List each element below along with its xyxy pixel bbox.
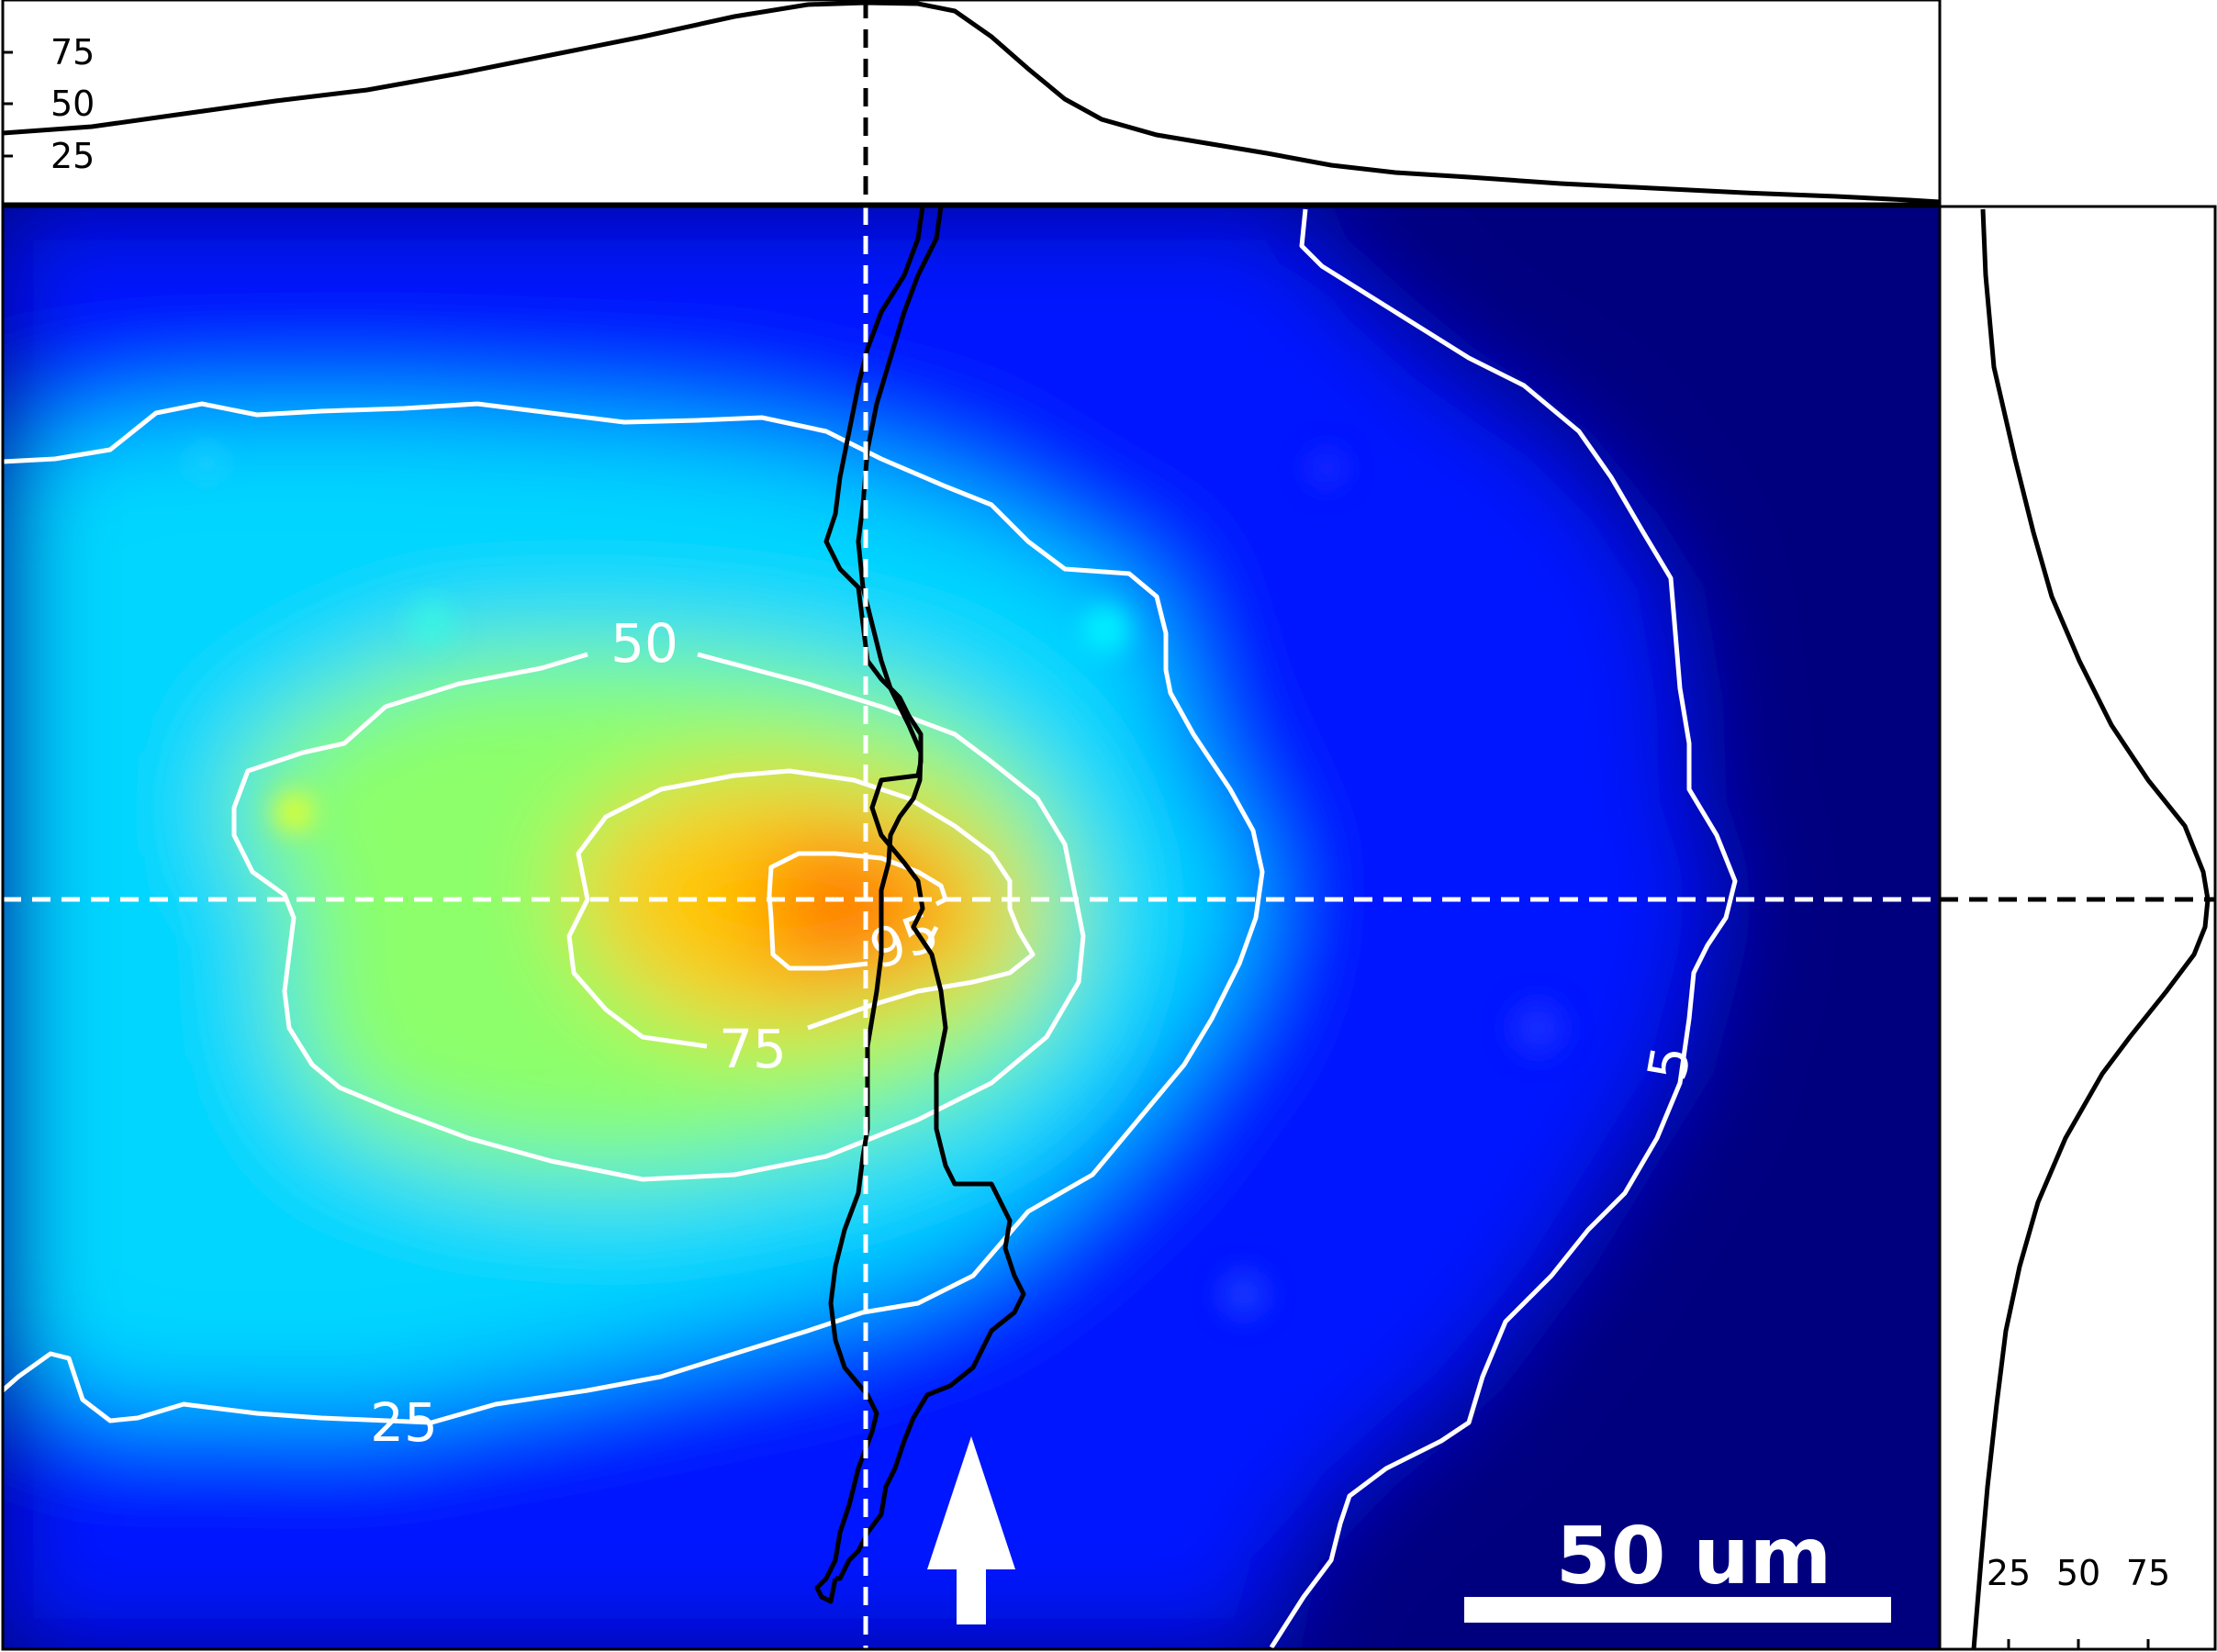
right-tick-label-75: 75 bbox=[2126, 1553, 2170, 1593]
hotspot bbox=[1220, 1270, 1268, 1318]
right-tick-label-50: 50 bbox=[2056, 1553, 2100, 1593]
hotspot bbox=[1510, 1000, 1565, 1055]
right-profile-panel: 25 50 75 bbox=[1938, 205, 2217, 1651]
top-profile-curve bbox=[2, 0, 1941, 205]
hotspot bbox=[186, 443, 227, 484]
scale-bar-line bbox=[1464, 1597, 1891, 1623]
up-arrow-icon bbox=[927, 1436, 1015, 1624]
top-profile-y-axis: 75 50 25 bbox=[3, 32, 95, 176]
up-arrow-head bbox=[927, 1436, 1015, 1569]
top-tick-label-25: 25 bbox=[50, 136, 95, 176]
hotspot bbox=[1306, 448, 1347, 488]
right-profile-frame bbox=[1938, 205, 2217, 1651]
contour-lines bbox=[3, 208, 1738, 1649]
contour-75 bbox=[566, 768, 1036, 1049]
hotspots bbox=[186, 443, 1565, 1318]
right-tick-label-25: 25 bbox=[1987, 1553, 2031, 1593]
hotspot bbox=[408, 600, 455, 648]
boundary-outlines bbox=[814, 206, 1026, 1604]
heatmap-panel: 50 75 95 25 5 50 um bbox=[3, 206, 1940, 1649]
top-tick-label-50: 50 bbox=[50, 84, 95, 124]
top-profile-panel: 75 50 25 bbox=[1, 0, 1942, 206]
up-arrow-shaft bbox=[957, 1565, 986, 1624]
contour-5 bbox=[1269, 208, 1738, 1649]
contour-label-75: 75 bbox=[719, 1018, 787, 1080]
right-profile-x-axis: 25 50 75 bbox=[1987, 1553, 2170, 1649]
contour-label-50: 50 bbox=[610, 612, 678, 675]
contour-label-25: 25 bbox=[370, 1391, 438, 1454]
top-profile-frame bbox=[1, 0, 1942, 206]
contour-25 bbox=[3, 401, 1265, 1425]
hotspot bbox=[274, 792, 314, 832]
scale-bar-label: 50 um bbox=[1556, 1511, 1831, 1602]
boundary-outline bbox=[823, 206, 1026, 1581]
scale-bar: 50 um bbox=[1464, 1511, 1891, 1623]
contour-95 bbox=[767, 851, 948, 971]
heat-level-95 bbox=[767, 854, 946, 964]
right-profile-curve bbox=[1971, 208, 2211, 1650]
boundary-outline bbox=[814, 206, 944, 1604]
hotspot bbox=[1082, 605, 1130, 653]
contour-50 bbox=[231, 652, 1086, 1182]
top-tick-label-75: 75 bbox=[50, 32, 95, 73]
